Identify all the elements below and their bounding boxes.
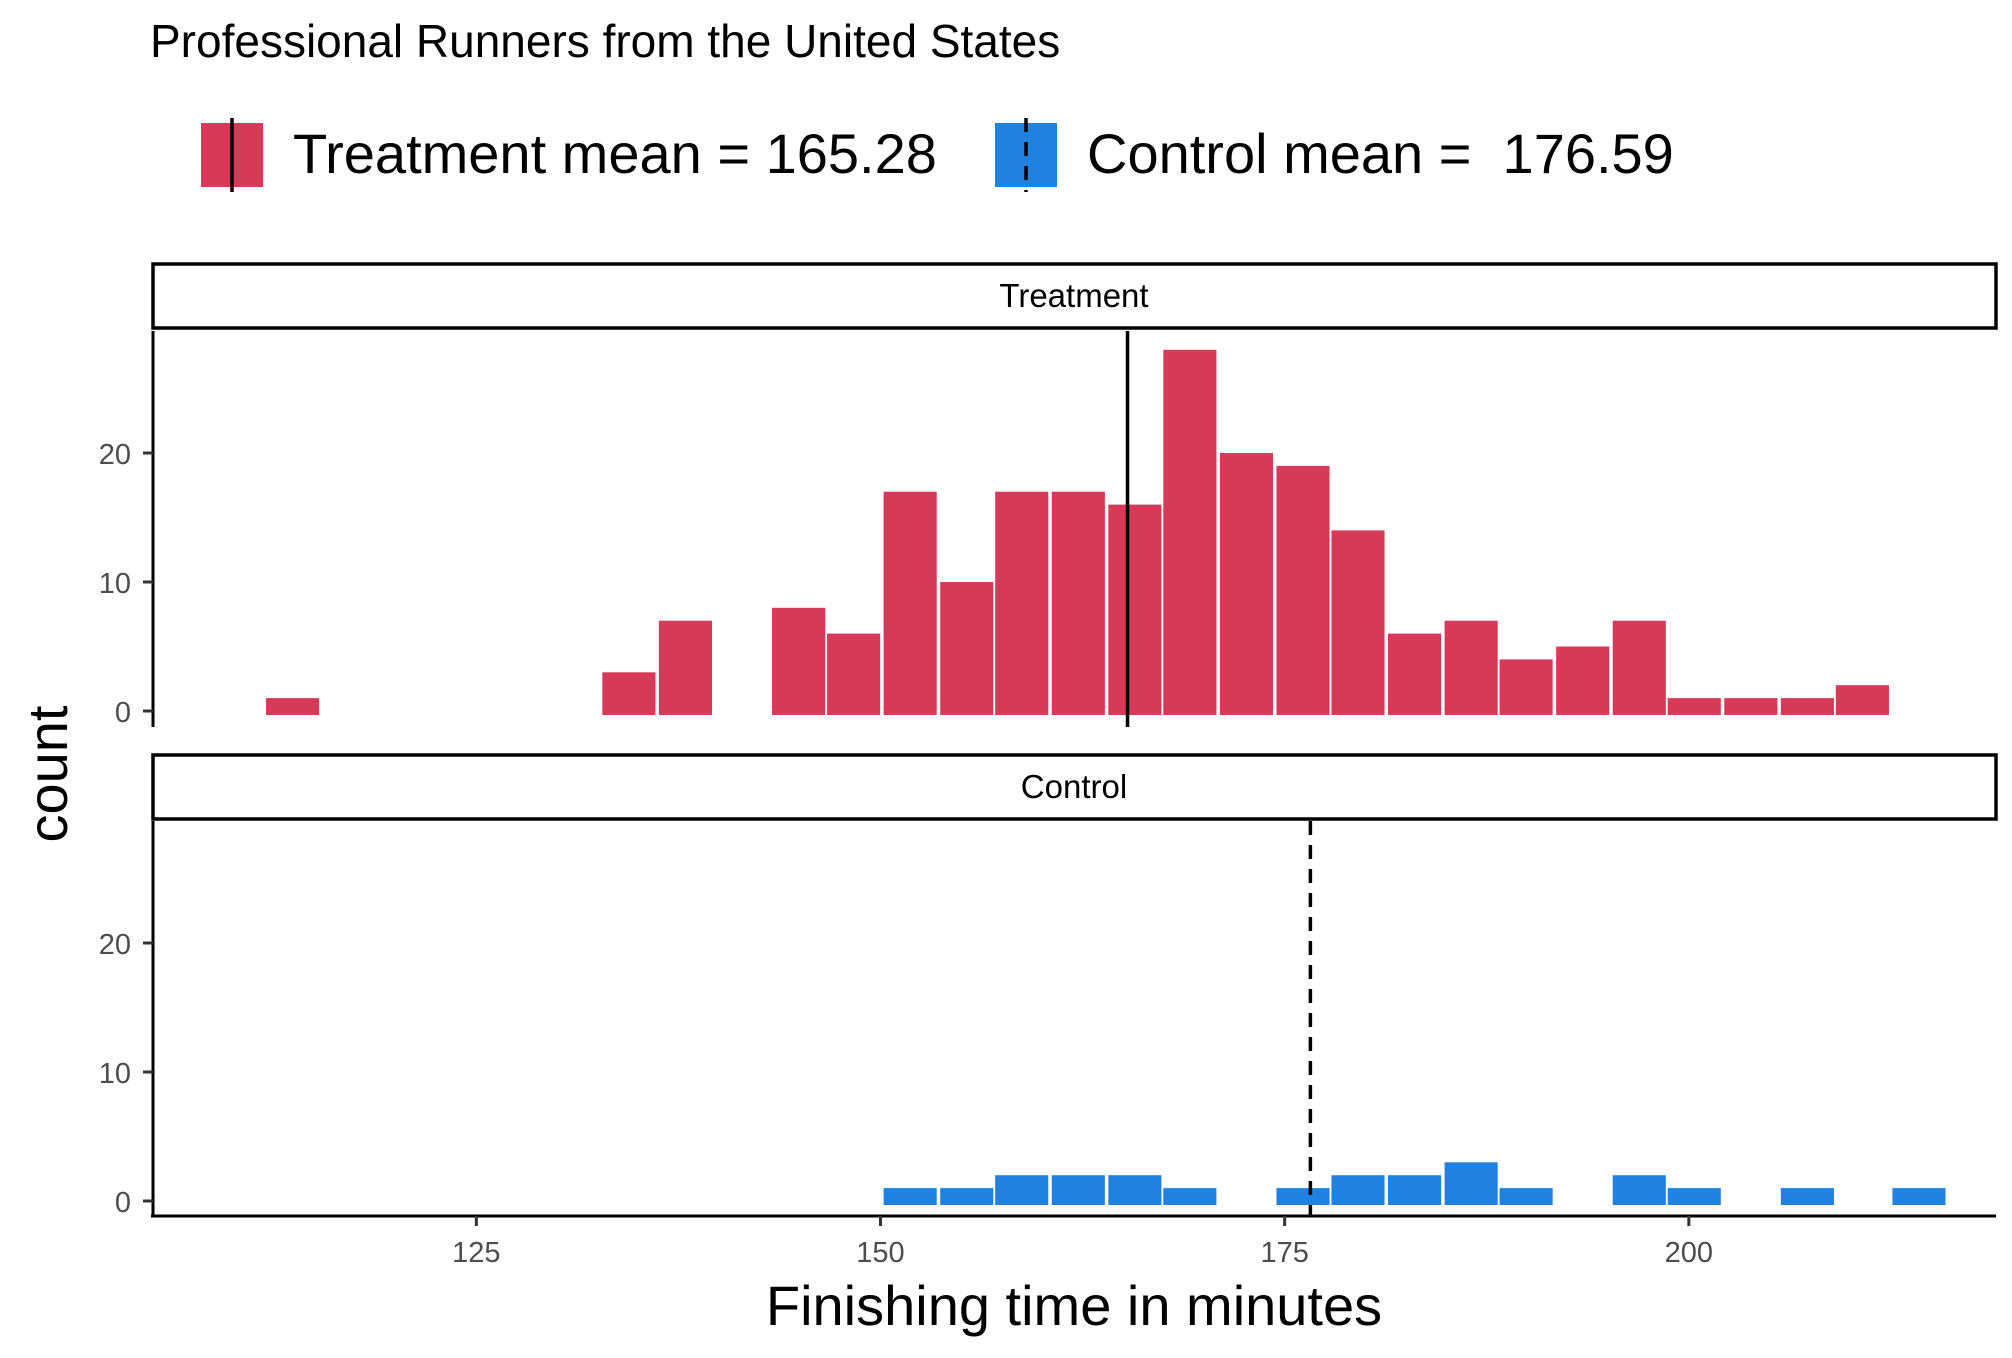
y-tick-label-treatment-20: 20: [99, 439, 131, 471]
bars-control: [883, 1162, 1946, 1205]
x-axis-title: Finishing time in minutes: [766, 1274, 1382, 1337]
bar-treatment-5: [883, 491, 937, 715]
bar-treatment-19: [1667, 698, 1721, 715]
bar-treatment-14: [1388, 633, 1442, 715]
y-tick-label-control-0: 0: [115, 1187, 131, 1219]
bar-treatment-4: [827, 633, 881, 715]
bar-treatment-3: [772, 607, 826, 715]
bar-control-10: [1499, 1188, 1553, 1205]
bar-treatment-0: [266, 698, 320, 715]
bar-control-13: [1780, 1188, 1834, 1205]
facet-control: Control 0 10 20: [99, 753, 1998, 1219]
bar-control-11: [1612, 1175, 1666, 1205]
y-ticks-control: 0 10 20: [99, 929, 153, 1219]
facet-strip-treatment: [151, 262, 1998, 330]
bar-control-9: [1444, 1162, 1498, 1205]
bar-treatment-13: [1331, 530, 1385, 715]
x-tick-label-125: 125: [452, 1237, 500, 1269]
legend-item-treatment: Treatment mean = 165.28: [201, 118, 937, 192]
bar-control-0: [883, 1188, 937, 1205]
bar-control-7: [1331, 1175, 1385, 1205]
x-tick-label-175: 175: [1260, 1237, 1308, 1269]
facet-strip-label-treatment: Treatment: [999, 277, 1148, 314]
bar-control-1: [940, 1188, 994, 1205]
bar-treatment-6: [940, 582, 994, 715]
y-tick-label-control-20: 20: [99, 929, 131, 961]
bar-treatment-17: [1556, 646, 1610, 715]
y-tick-label-control-10: 10: [99, 1058, 131, 1090]
bar-treatment-7: [995, 491, 1049, 715]
bar-treatment-10: [1163, 349, 1217, 715]
facet-strip-label-control: Control: [1021, 768, 1127, 805]
bar-treatment-11: [1219, 453, 1273, 715]
bars-treatment: [266, 349, 1889, 715]
legend-item-control: Control mean = 176.59: [995, 118, 1674, 192]
bar-control-6: [1276, 1188, 1330, 1205]
bar-treatment-20: [1724, 698, 1778, 715]
bar-treatment-8: [1051, 491, 1105, 715]
bar-treatment-9: [1108, 504, 1162, 715]
facet-strip-control: [151, 753, 1998, 821]
bar-control-8: [1388, 1175, 1442, 1205]
y-tick-label-treatment-10: 10: [99, 568, 131, 600]
bar-treatment-1: [602, 672, 656, 715]
y-axis-title: count: [16, 705, 79, 842]
bar-treatment-22: [1835, 685, 1889, 715]
bar-treatment-21: [1780, 698, 1834, 715]
x-tick-label-150: 150: [856, 1237, 904, 1269]
bar-treatment-2: [658, 620, 712, 715]
bar-control-12: [1667, 1188, 1721, 1205]
y-tick-label-treatment-0: 0: [115, 697, 131, 729]
legend-label-control: Control mean = 176.59: [1087, 122, 1674, 185]
bar-control-4: [1108, 1175, 1162, 1205]
bar-treatment-18: [1612, 620, 1666, 715]
x-ticks: 125 150 175 200: [452, 1216, 1713, 1269]
y-ticks-treatment: 0 10 20: [99, 439, 153, 729]
bar-treatment-12: [1276, 465, 1330, 715]
bar-control-5: [1163, 1188, 1217, 1205]
bar-treatment-16: [1499, 659, 1553, 715]
bar-treatment-15: [1444, 620, 1498, 715]
legend: Treatment mean = 165.28 Control mean = 1…: [201, 118, 1674, 192]
bar-control-2: [995, 1175, 1049, 1205]
facet-treatment: Treatment 0 10 20: [99, 262, 1998, 729]
bar-control-3: [1051, 1175, 1105, 1205]
chart-title: Professional Runners from the United Sta…: [150, 15, 1060, 67]
x-tick-label-200: 200: [1665, 1237, 1713, 1269]
bar-control-14: [1892, 1188, 1946, 1205]
legend-label-treatment: Treatment mean = 165.28: [293, 122, 937, 185]
